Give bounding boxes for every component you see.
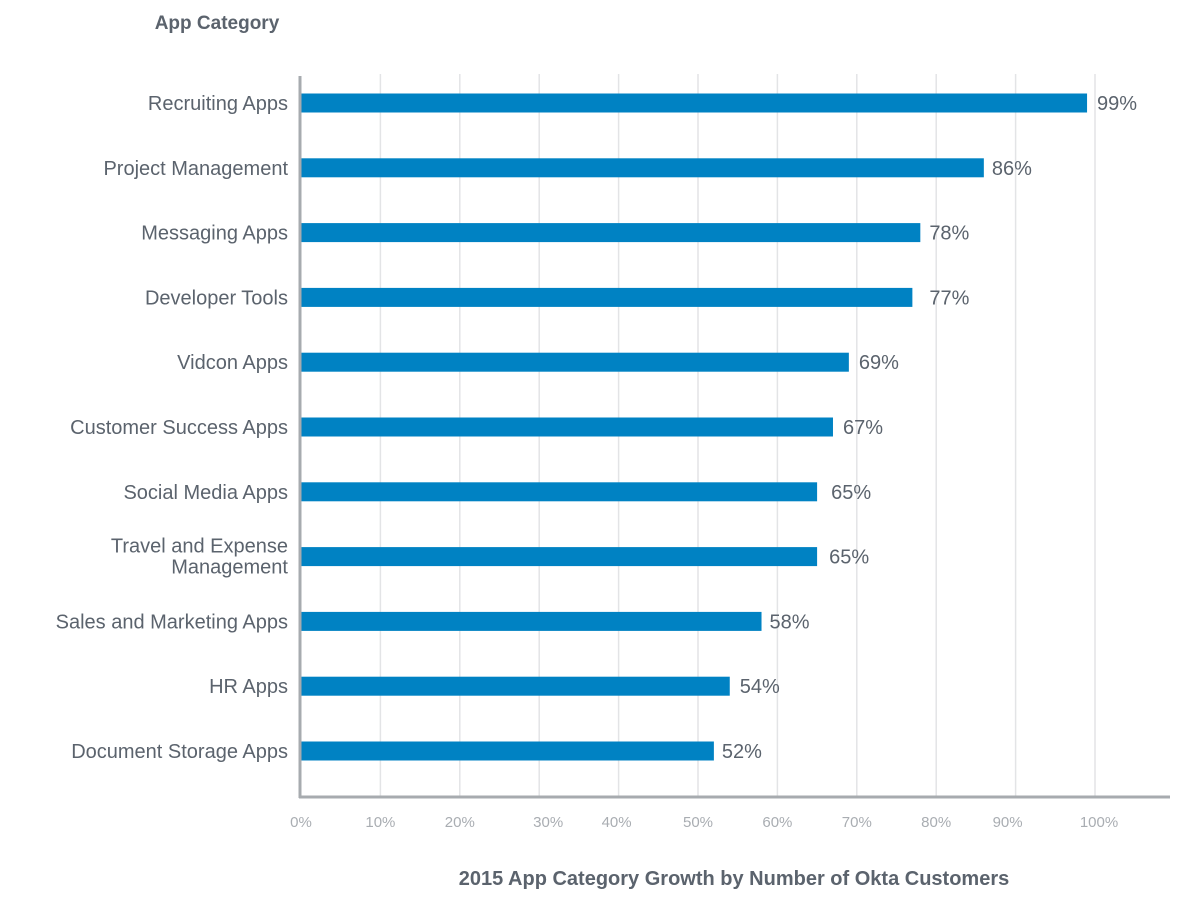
category-label: Vidcon Apps: [177, 352, 288, 374]
bar: [301, 352, 849, 372]
category-label-line: Management: [171, 557, 288, 579]
value-label: 77%: [929, 287, 969, 309]
bar: [301, 482, 818, 502]
x-tick-label: 20%: [445, 814, 475, 831]
x-tick-labels: 0% 10% 20% 30% 40% 50% 60% 70% 80% 90% 100%: [290, 814, 1118, 831]
value-label: 58%: [770, 611, 810, 633]
bar: [301, 741, 714, 761]
x-tick-label: 100%: [1080, 814, 1118, 831]
category-label: Customer Success Apps: [70, 417, 288, 439]
bar: [301, 93, 1088, 113]
bar: [301, 223, 921, 243]
y-axis-title: App Category: [155, 13, 280, 34]
category-label: HR Apps: [209, 676, 288, 698]
value-label: 67%: [843, 417, 883, 439]
x-axis-title: 2015 App Category Growth by Number of Ok…: [459, 868, 1009, 890]
category-label: Developer Tools: [145, 287, 288, 309]
value-label: 65%: [829, 547, 869, 569]
bar: [301, 287, 913, 307]
value-label: 78%: [929, 223, 969, 245]
x-tick-label: 80%: [921, 814, 951, 831]
value-label: 99%: [1097, 93, 1137, 115]
value-label: 52%: [722, 741, 762, 763]
bar: [301, 547, 818, 567]
x-tick-label: 60%: [762, 814, 792, 831]
x-tick-label: 40%: [602, 814, 632, 831]
x-tick-label: 30%: [533, 814, 563, 831]
x-tick-label: 50%: [683, 814, 713, 831]
category-label: Project Management: [103, 158, 288, 180]
category-label: Messaging Apps: [141, 223, 288, 245]
x-tick-label: 10%: [365, 814, 395, 831]
category-label: Travel and Expense Management: [111, 536, 289, 579]
value-label: 54%: [740, 676, 780, 698]
x-tick-label: 70%: [842, 814, 872, 831]
category-label: Document Storage Apps: [71, 741, 288, 763]
bar: [301, 611, 762, 631]
bars: [301, 93, 1088, 761]
value-label: 86%: [992, 158, 1032, 180]
category-label: Recruiting Apps: [148, 93, 288, 115]
bar: [301, 158, 984, 178]
value-labels: 99% 86% 78% 77% 69% 67% 65% 65% 58% 54% 52%: [722, 93, 1137, 763]
x-tick-label: 0%: [290, 814, 312, 831]
axes: [298, 76, 1170, 799]
value-label: 69%: [859, 352, 899, 374]
category-labels: Recruiting Apps Project Management Messagi…: [56, 93, 289, 763]
bar: [301, 417, 833, 437]
category-label: Sales and Marketing Apps: [56, 611, 288, 633]
bar: [301, 676, 730, 696]
category-label: Social Media Apps: [123, 482, 288, 504]
x-tick-label: 90%: [993, 814, 1023, 831]
category-label-line: Travel and Expense: [111, 536, 288, 558]
value-label: 65%: [831, 482, 871, 504]
